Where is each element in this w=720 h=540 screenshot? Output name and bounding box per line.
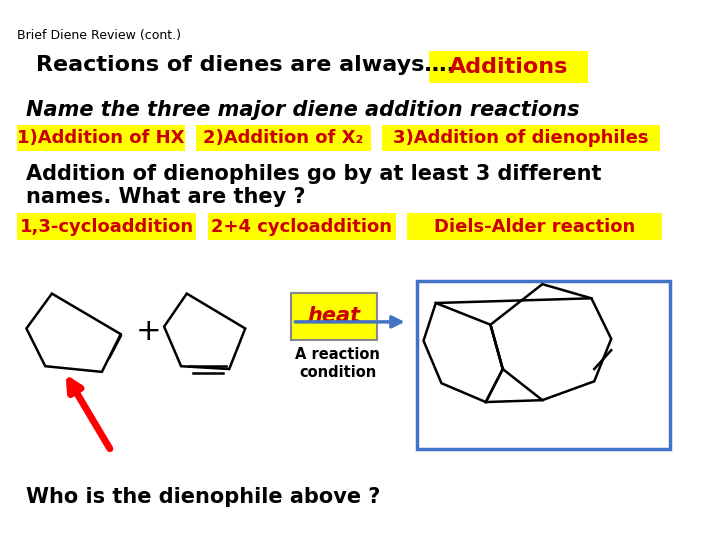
FancyBboxPatch shape [207,213,396,240]
Text: Addition of dienophiles go by at least 3 different: Addition of dienophiles go by at least 3… [27,164,602,184]
FancyBboxPatch shape [417,281,670,449]
FancyBboxPatch shape [291,293,377,340]
Text: heat: heat [307,306,361,326]
FancyBboxPatch shape [17,213,196,240]
Text: Name the three major diene addition reactions: Name the three major diene addition reac… [27,100,580,120]
FancyBboxPatch shape [382,125,660,151]
FancyBboxPatch shape [17,125,185,151]
FancyBboxPatch shape [196,125,371,151]
Text: Additions: Additions [449,57,568,77]
Text: Brief Diene Review (cont.): Brief Diene Review (cont.) [17,29,181,42]
FancyBboxPatch shape [408,213,662,240]
Text: Who is the dienophile above ?: Who is the dienophile above ? [27,487,381,507]
Text: 3)Addition of dienophiles: 3)Addition of dienophiles [393,129,649,147]
Text: names. What are they ?: names. What are they ? [27,187,306,207]
Text: Diels-Alder reaction: Diels-Alder reaction [434,218,636,235]
Text: 1)Addition of HX: 1)Addition of HX [17,129,184,147]
Text: 1,3-cycloaddition: 1,3-cycloaddition [19,218,194,235]
Text: A reaction
condition: A reaction condition [295,347,380,380]
Text: 2+4 cycloaddition: 2+4 cycloaddition [212,218,392,235]
Text: 2)Addition of X₂: 2)Addition of X₂ [203,129,364,147]
Text: +: + [136,317,162,346]
FancyBboxPatch shape [429,51,588,83]
Text: Reactions of dienes are always….: Reactions of dienes are always…. [36,55,455,75]
